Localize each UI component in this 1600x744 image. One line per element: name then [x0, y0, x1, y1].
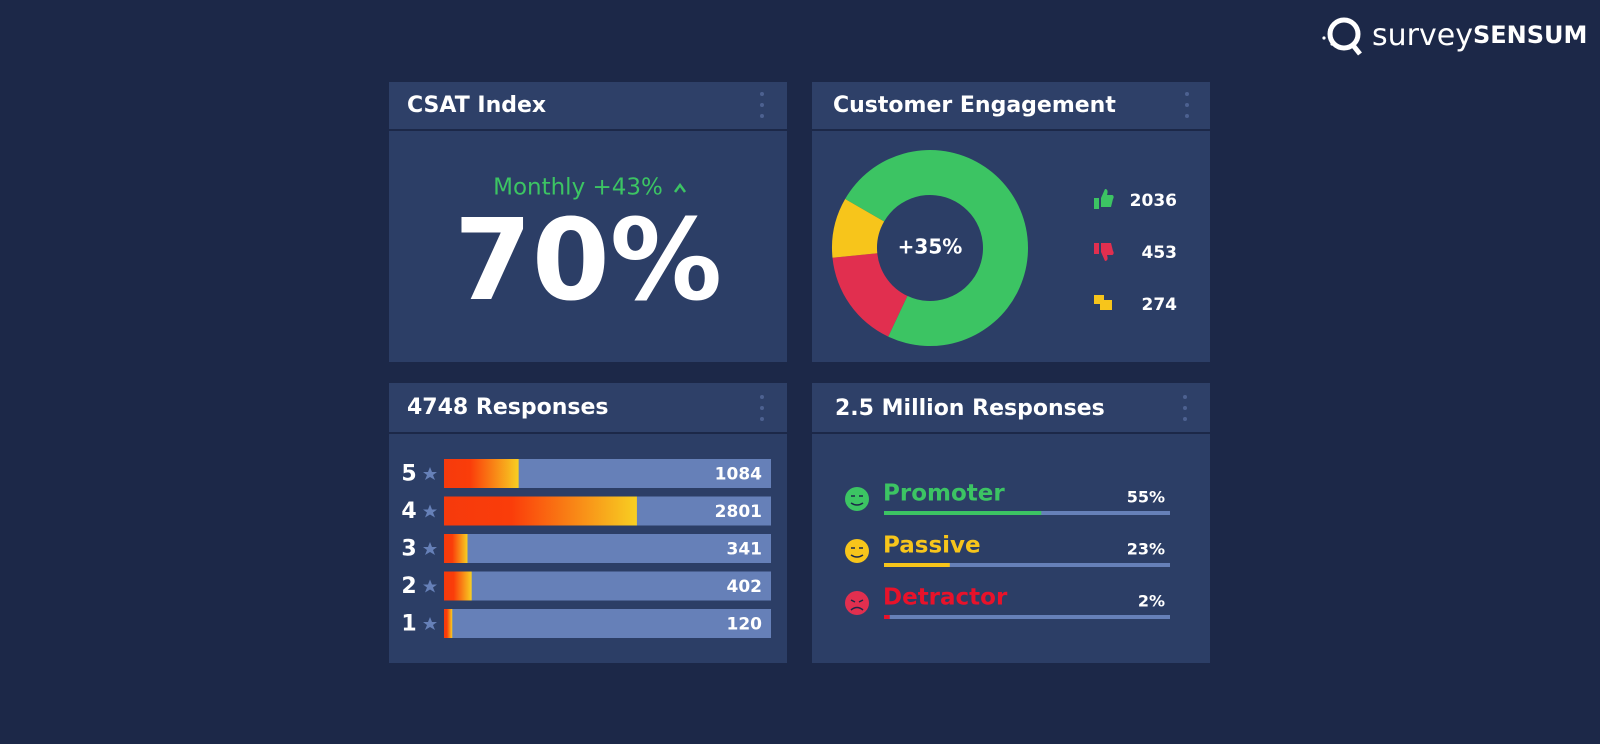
logo-text: surveySENSUM — [1372, 18, 1587, 53]
bar — [444, 534, 468, 563]
bar — [444, 459, 519, 488]
rating-label: 4 — [401, 499, 416, 524]
star-icon — [423, 542, 437, 555]
bar-track — [444, 571, 771, 601]
logo-light: survey — [1372, 18, 1473, 53]
neutral-hand-icon — [1094, 295, 1112, 310]
panel-title: 2.5 Million Responses — [835, 396, 1105, 421]
bar — [444, 571, 472, 601]
bar-value: 402 — [727, 577, 763, 597]
emoji-icon — [845, 591, 869, 615]
emoji-icon — [845, 487, 869, 511]
bar — [444, 609, 453, 638]
nps-value: 55% — [1127, 488, 1165, 507]
trend-caret — [673, 182, 687, 193]
nps-value: 2% — [1138, 592, 1165, 611]
bar-track — [884, 563, 1170, 567]
bar-value: 2801 — [715, 502, 762, 522]
panel-nps: 2.5 Million Responses — [812, 383, 1210, 663]
bar-track — [884, 615, 1170, 619]
panel-csat: CSAT Index Monthly +43% 70% — [389, 82, 787, 362]
star-icon — [423, 617, 437, 630]
panel-title: CSAT Index — [407, 93, 546, 118]
trend: Monthly +43% — [493, 175, 663, 201]
bar-value: 1084 — [715, 465, 762, 485]
engagement-count: 453 — [1142, 243, 1178, 263]
donut-segment — [832, 253, 908, 337]
bar — [884, 563, 950, 567]
engagement-count: 274 — [1142, 295, 1178, 315]
bar — [884, 511, 1042, 515]
star-icon — [423, 504, 437, 518]
emoji-face — [850, 495, 864, 506]
bar-value: 341 — [727, 540, 763, 560]
thumb-up-icon — [1094, 189, 1114, 209]
emoji-icon — [845, 539, 869, 563]
bar — [884, 615, 890, 619]
rating-label: 5 — [401, 462, 416, 487]
logo: surveySENSUM — [1322, 17, 1587, 56]
csat-value: 70% — [454, 196, 722, 326]
thumb-down-icon — [1094, 243, 1114, 261]
engagement-count: 2036 — [1130, 191, 1177, 211]
rating-label: 3 — [401, 537, 416, 562]
nps-category: Detractor — [883, 585, 1008, 611]
bar-track — [444, 534, 771, 563]
nps-category: Passive — [883, 533, 981, 559]
emoji-face — [850, 547, 864, 558]
donut-segment — [845, 149, 1028, 346]
logo-bold: SENSUM — [1473, 21, 1587, 49]
panel-title: 4748 Responses — [407, 395, 608, 420]
bar — [444, 496, 637, 526]
rating-label: 2 — [401, 574, 416, 599]
bar-track — [444, 609, 771, 638]
donut-segment — [832, 199, 885, 258]
star-icon — [423, 579, 437, 593]
emoji-face — [850, 599, 864, 611]
bar-value: 120 — [727, 615, 763, 635]
nps-value: 23% — [1127, 540, 1165, 559]
rating-label: 1 — [401, 612, 416, 637]
nps-category: Promoter — [883, 481, 1005, 507]
donut-center-label: +35% — [898, 235, 963, 259]
star-icon — [423, 467, 437, 480]
panel-title: Customer Engagement — [833, 93, 1116, 118]
